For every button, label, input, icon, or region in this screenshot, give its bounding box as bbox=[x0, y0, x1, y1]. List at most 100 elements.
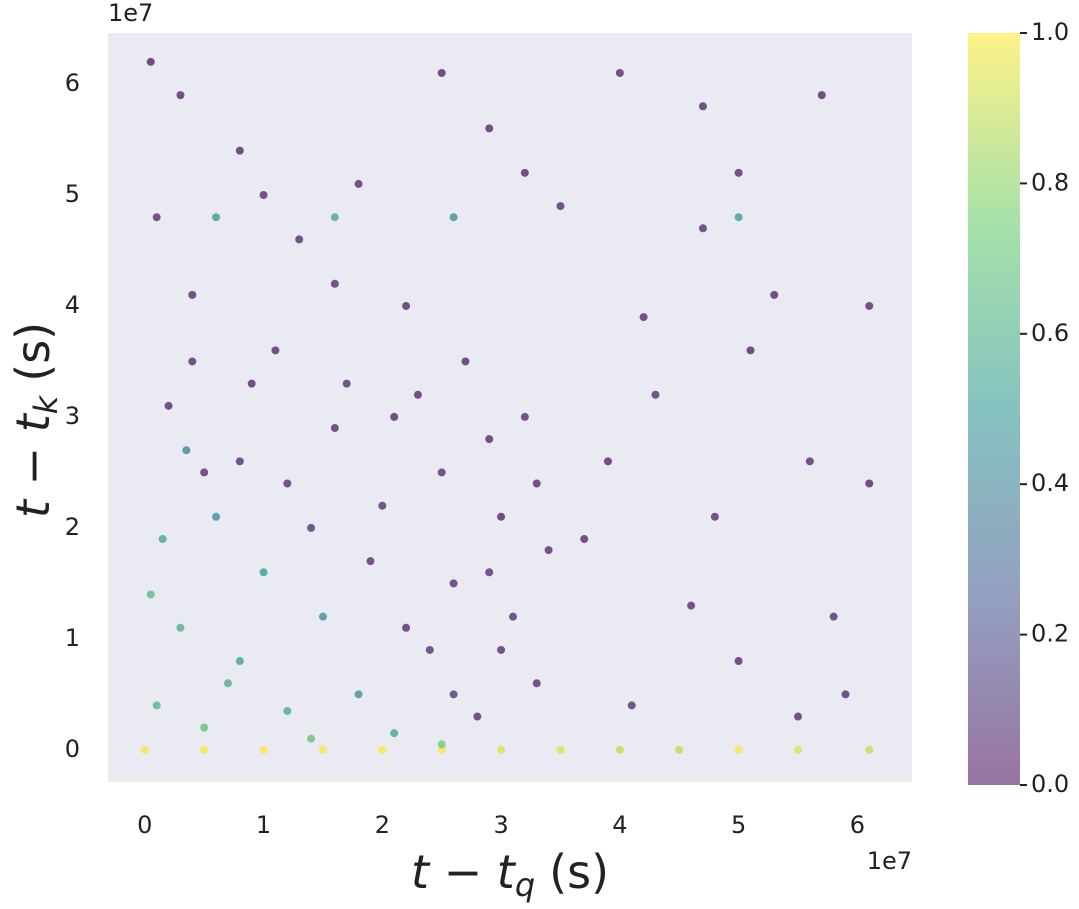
point bbox=[556, 202, 565, 211]
x-tick-label: 5 bbox=[731, 811, 746, 839]
y-label-unit: (s) bbox=[6, 322, 60, 382]
point bbox=[829, 612, 838, 621]
point bbox=[342, 379, 351, 388]
point bbox=[259, 191, 268, 200]
point bbox=[200, 468, 209, 477]
point bbox=[651, 390, 660, 399]
point bbox=[140, 745, 149, 754]
point bbox=[188, 357, 197, 366]
point bbox=[449, 690, 458, 699]
point bbox=[437, 68, 446, 77]
point bbox=[865, 745, 874, 754]
point bbox=[235, 457, 244, 466]
point bbox=[497, 645, 506, 654]
point bbox=[603, 457, 612, 466]
point bbox=[200, 745, 209, 754]
point bbox=[532, 479, 541, 488]
point bbox=[461, 357, 470, 366]
point bbox=[307, 523, 316, 532]
point bbox=[259, 745, 268, 754]
point bbox=[580, 534, 589, 543]
x-tick-label: 0 bbox=[137, 811, 152, 839]
point bbox=[687, 601, 696, 610]
x-tick-label: 2 bbox=[375, 811, 390, 839]
point bbox=[734, 168, 743, 177]
point bbox=[615, 68, 624, 77]
point bbox=[295, 235, 304, 244]
point bbox=[247, 379, 256, 388]
point bbox=[734, 745, 743, 754]
point bbox=[158, 534, 167, 543]
y-label-main: t − t bbox=[6, 412, 60, 518]
point bbox=[793, 745, 802, 754]
point bbox=[698, 224, 707, 233]
point bbox=[532, 679, 541, 688]
point bbox=[437, 745, 446, 754]
point bbox=[164, 401, 173, 410]
point bbox=[770, 290, 779, 299]
point bbox=[497, 512, 506, 521]
point bbox=[865, 479, 874, 488]
point bbox=[176, 91, 185, 100]
point bbox=[734, 213, 743, 222]
point bbox=[413, 390, 422, 399]
point bbox=[283, 479, 292, 488]
colorbar-tick-label: 0.8 bbox=[1031, 168, 1069, 196]
y-tick-label: 1 bbox=[65, 624, 80, 652]
point bbox=[212, 213, 221, 222]
point bbox=[520, 168, 529, 177]
colorbar-tick-label: 0.4 bbox=[1031, 469, 1069, 497]
point bbox=[402, 623, 411, 632]
point bbox=[307, 734, 316, 743]
point bbox=[473, 712, 482, 721]
x-offset-label: 1e7 bbox=[867, 847, 912, 875]
point bbox=[485, 124, 494, 133]
point bbox=[544, 546, 553, 555]
point bbox=[182, 446, 191, 455]
point bbox=[425, 645, 434, 654]
points bbox=[140, 57, 874, 754]
point bbox=[366, 557, 375, 566]
point bbox=[841, 690, 850, 699]
point bbox=[710, 512, 719, 521]
point bbox=[271, 346, 280, 355]
point bbox=[734, 657, 743, 666]
x-axis-label: t − tq (s) bbox=[411, 845, 609, 905]
y-tick-label: 5 bbox=[65, 180, 80, 208]
point bbox=[817, 91, 826, 100]
colorbar-tick-label: 0.0 bbox=[1031, 770, 1069, 798]
point bbox=[146, 57, 155, 66]
y-label-sub: k bbox=[27, 394, 65, 414]
point bbox=[200, 723, 209, 732]
point bbox=[354, 179, 363, 188]
point bbox=[437, 740, 446, 749]
point bbox=[330, 279, 339, 288]
point bbox=[508, 612, 517, 621]
point bbox=[793, 712, 802, 721]
point bbox=[354, 690, 363, 699]
x-tick-label: 3 bbox=[493, 811, 508, 839]
point bbox=[675, 745, 684, 754]
point bbox=[330, 424, 339, 433]
point bbox=[330, 213, 339, 222]
point bbox=[318, 612, 327, 621]
colorbar-tick-label: 1.0 bbox=[1031, 18, 1069, 46]
y-tick-label: 4 bbox=[65, 291, 80, 319]
point bbox=[283, 706, 292, 715]
x-tick-label: 6 bbox=[850, 811, 865, 839]
y-tick-label: 3 bbox=[65, 402, 80, 430]
x-label-unit: (s) bbox=[549, 845, 609, 899]
point bbox=[146, 590, 155, 599]
point bbox=[390, 729, 399, 738]
point bbox=[520, 412, 529, 421]
point bbox=[485, 568, 494, 577]
point bbox=[259, 568, 268, 577]
y-axis-label: t − tk (s) bbox=[6, 322, 66, 518]
x-tick-label: 4 bbox=[612, 811, 627, 839]
point bbox=[235, 657, 244, 666]
point bbox=[390, 412, 399, 421]
point bbox=[497, 745, 506, 754]
point bbox=[865, 301, 874, 310]
point bbox=[212, 512, 221, 521]
